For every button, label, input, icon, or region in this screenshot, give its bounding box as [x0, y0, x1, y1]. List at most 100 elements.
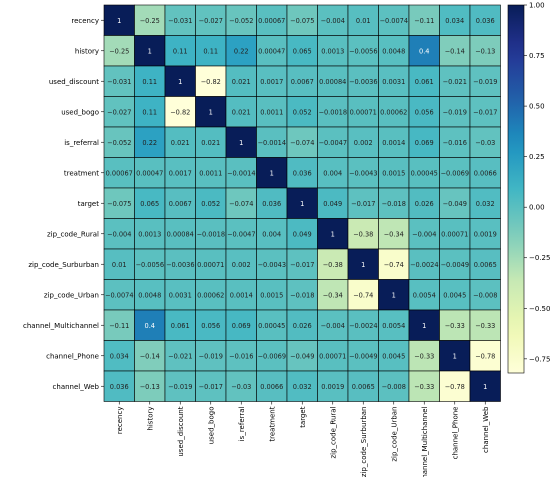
- cell-value-label: 0.065: [140, 200, 159, 208]
- cell-value-label: −0.0024: [349, 322, 378, 330]
- cell-value-label: −0.008: [382, 383, 406, 391]
- heatmap-cell: [439, 157, 471, 189]
- heatmap-cell: [164, 340, 196, 372]
- heatmap-cell: [195, 126, 227, 158]
- cell-value-label: 1: [422, 322, 426, 330]
- cell-value-label: 1: [483, 383, 487, 391]
- cell-value-label: 0.052: [201, 200, 220, 208]
- heatmap-cell: [469, 126, 501, 158]
- cell-value-label: −0.074: [229, 200, 253, 208]
- cell-value-label: −0.019: [199, 352, 223, 360]
- heatmap-cell: [195, 279, 227, 311]
- heatmap-cell: [286, 218, 318, 250]
- heatmap-cell: [195, 187, 227, 219]
- cell-value-label: −0.0024: [410, 261, 439, 269]
- heatmap-cell: [286, 370, 318, 402]
- cell-value-label: −0.019: [443, 108, 467, 116]
- heatmap-cell: [225, 157, 257, 189]
- heatmap-cell: [347, 340, 379, 372]
- cell-value-label: −0.004: [321, 322, 345, 330]
- heatmap-cell: [469, 65, 501, 97]
- heatmap-cell: [317, 35, 349, 67]
- cell-value-label: −0.016: [443, 139, 467, 147]
- colorbar-tick-label: −0.25: [529, 254, 550, 262]
- cell-value-label: 0.002: [354, 139, 373, 147]
- cell-value-label: 0.056: [201, 322, 220, 330]
- cell-value-label: 0.052: [293, 108, 312, 116]
- heatmap-cell: [103, 96, 135, 128]
- heatmap-cell: [347, 218, 379, 250]
- heatmap-cell: [195, 248, 227, 280]
- heatmap-cell: [195, 96, 227, 128]
- cell-value-label: 0.00045: [258, 322, 285, 330]
- heatmap-cell: [256, 248, 288, 280]
- cell-value-label: 0.0017: [260, 78, 283, 86]
- cell-value-label: 0.0066: [260, 383, 283, 391]
- cell-value-label: 0.4: [419, 47, 430, 55]
- cell-value-label: 0.036: [293, 169, 312, 177]
- heatmap-cell: [439, 4, 471, 36]
- cell-value-label: 0.0066: [474, 169, 497, 177]
- cell-value-label: −0.82: [201, 78, 221, 86]
- heatmap-cell: [286, 187, 318, 219]
- cell-value-label: −0.0018: [196, 230, 225, 238]
- heatmap-cell: [164, 248, 196, 280]
- heatmap-cell: [256, 279, 288, 311]
- cell-annotations: 1 −0.25 −0.031 −0.027 −0.052 0.00067 −0.075 −0.…: [105, 17, 498, 391]
- cell-value-label: −0.11: [109, 322, 129, 330]
- cell-value-label: −0.0047: [227, 230, 256, 238]
- heatmap-cell: [408, 340, 440, 372]
- colorbar: 1.00 0.75 0.50 0.25 0.00 −0.25 −0.50 −0.75: [507, 2, 550, 374]
- cell-value-label: 0.002: [232, 261, 251, 269]
- cell-value-label: −0.052: [229, 17, 253, 25]
- cell-value-label: 0.021: [171, 139, 190, 147]
- cell-value-label: −0.0014: [227, 169, 256, 177]
- cell-value-label: 0.036: [262, 200, 281, 208]
- y-tick-label: used_bogo: [61, 108, 99, 116]
- x-tick-label: zip_code_Rural: [329, 406, 337, 458]
- heatmap-cell: [378, 96, 410, 128]
- heatmap-cell: [347, 126, 379, 158]
- cell-value-label: −0.33: [414, 383, 434, 391]
- cell-value-label: 0.01: [112, 261, 127, 269]
- cell-value-label: 0.0019: [474, 230, 497, 238]
- cell-value-label: 0.0065: [352, 383, 375, 391]
- cell-value-label: 1: [270, 169, 274, 177]
- heatmap-cell: [439, 370, 471, 402]
- cell-value-label: 0.056: [415, 108, 434, 116]
- y-tick-label: target: [78, 200, 100, 208]
- cell-value-label: 0.0011: [260, 108, 283, 116]
- cell-value-label: 0.00071: [441, 230, 468, 238]
- cell-value-label: 0.069: [415, 139, 434, 147]
- cell-value-label: −0.017: [351, 200, 375, 208]
- cell-value-label: 0.026: [293, 322, 312, 330]
- cell-value-label: 1: [117, 17, 121, 25]
- heatmap-cell: [347, 187, 379, 219]
- cell-value-label: −0.0043: [257, 261, 286, 269]
- heatmap-cell: [134, 4, 166, 36]
- heatmap-cell: [195, 340, 227, 372]
- heatmap-cell: [134, 279, 166, 311]
- cell-value-label: 0.0015: [260, 291, 283, 299]
- heatmap-cell: [103, 4, 135, 36]
- colorbar-tick-label: −0.50: [529, 305, 550, 313]
- heatmap-cell: [317, 218, 349, 250]
- cell-value-label: 0.0017: [169, 169, 192, 177]
- cell-value-label: 0.049: [323, 200, 342, 208]
- cell-value-label: −0.017: [473, 108, 497, 116]
- cell-value-label: 0.065: [293, 47, 312, 55]
- heatmap-cell: [408, 279, 440, 311]
- heatmap-cell: [408, 96, 440, 128]
- cell-value-label: −0.82: [170, 108, 190, 116]
- heatmap-cell: [469, 96, 501, 128]
- x-tick-label: zip_code_Surburban: [360, 407, 368, 477]
- heatmap-cell: [439, 96, 471, 128]
- heatmap-cell: [408, 157, 440, 189]
- cell-value-label: −0.34: [384, 230, 404, 238]
- colorbar-tick-label: 0.25: [529, 153, 545, 161]
- heatmap-cell: [225, 65, 257, 97]
- cell-value-label: 0.021: [232, 108, 251, 116]
- cell-value-label: −0.0014: [257, 139, 286, 147]
- cell-value-label: −0.017: [290, 261, 314, 269]
- heatmap-cell: [225, 35, 257, 67]
